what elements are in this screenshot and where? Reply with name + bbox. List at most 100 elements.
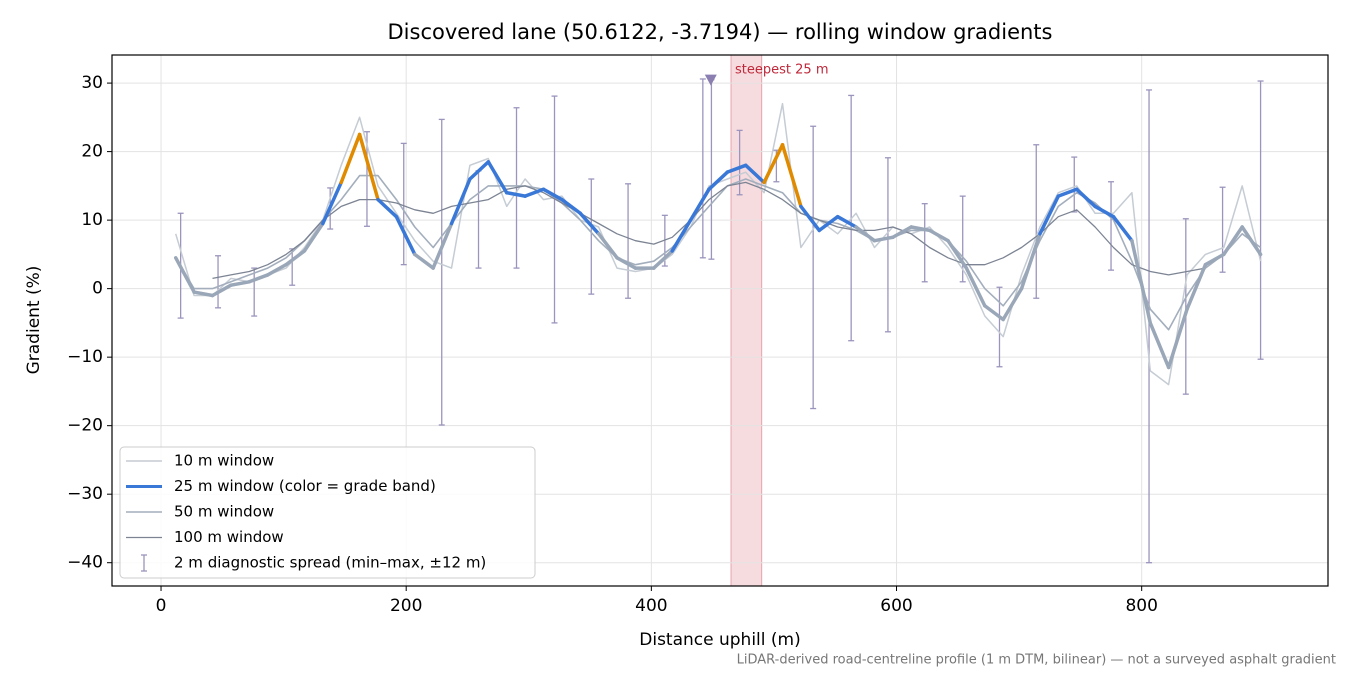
line-segment	[357, 132, 380, 202]
line-segment	[835, 214, 858, 229]
error-bar	[884, 157, 891, 333]
error-bar	[1219, 186, 1226, 273]
line-segment	[1019, 232, 1042, 291]
line-segment	[1148, 321, 1171, 370]
y-tick-label: −20	[67, 416, 103, 436]
line-segment	[449, 177, 472, 226]
line-segment	[578, 211, 601, 236]
line-segment	[541, 187, 564, 202]
line-segment	[1185, 262, 1208, 311]
line-segment	[504, 190, 527, 198]
line-segment	[780, 143, 803, 209]
line-segment	[192, 290, 215, 298]
line-segment	[762, 143, 785, 185]
legend-label: 2 m diagnostic spread (min–max, ±12 m)	[174, 554, 486, 572]
y-tick-label: −40	[67, 553, 103, 573]
error-bar	[588, 178, 595, 295]
line-segment	[394, 214, 417, 257]
line-segment	[1166, 307, 1189, 370]
line-segment	[596, 232, 619, 260]
error-bar	[996, 286, 1003, 368]
highlight-span	[730, 54, 763, 587]
error-bar	[215, 255, 222, 309]
line-segment	[670, 218, 693, 253]
x-tick-label: 0	[156, 596, 167, 616]
line-segment	[523, 187, 546, 198]
line-segment	[799, 204, 822, 233]
line-segment	[946, 238, 969, 270]
x-tick-label: 800	[1125, 596, 1157, 616]
error-bar	[1182, 218, 1189, 395]
line-segment	[1240, 225, 1263, 257]
y-tick-label: 10	[81, 210, 103, 230]
line-segment	[872, 235, 895, 243]
line-segment	[431, 221, 454, 270]
x-axis-label: Distance uphill (m)	[639, 630, 800, 650]
plot-frame	[111, 54, 1329, 587]
error-bar	[400, 142, 407, 266]
line-segment	[284, 249, 307, 267]
line-segment	[560, 197, 583, 216]
line-segment	[707, 170, 730, 192]
line-segment	[964, 266, 987, 308]
steepest-marker	[704, 74, 717, 86]
error-bar	[1146, 89, 1153, 564]
error-bar	[959, 195, 966, 283]
legend-label: 50 m window	[174, 503, 274, 521]
error-bar	[551, 95, 558, 324]
line-segment	[1111, 214, 1134, 243]
line-segment	[854, 225, 877, 243]
footnote: LiDAR-derived road-centreline profile (1…	[737, 653, 1336, 668]
line-segment	[1222, 225, 1244, 257]
legend: 10 m window 25 m window (color = grade ba…	[119, 446, 536, 579]
line-segment	[247, 273, 270, 284]
line-segment	[302, 221, 325, 253]
line-segment	[1074, 187, 1097, 209]
line-segment	[1038, 194, 1061, 236]
y-tick-label: 0	[92, 279, 103, 299]
line-segment	[413, 252, 435, 270]
y-axis-label: Gradient (%)	[24, 266, 44, 375]
line-segment	[468, 160, 491, 181]
line-segment	[1130, 238, 1153, 325]
error-bar	[699, 78, 706, 259]
legend-label: 100 m window	[174, 528, 284, 546]
error-bar	[921, 203, 928, 283]
error-bar	[251, 267, 258, 317]
line-segment	[652, 249, 674, 270]
error-bar	[1108, 181, 1115, 271]
line-segment	[265, 262, 288, 277]
line-segment	[1203, 252, 1226, 267]
line-segment	[725, 163, 748, 174]
error-bar	[438, 118, 445, 426]
line-segment	[376, 197, 399, 219]
error-bar	[810, 125, 817, 410]
error-bar	[625, 183, 632, 299]
line-segment	[909, 225, 932, 233]
legend-label: 25 m window (color = grade band)	[174, 477, 436, 495]
chart-title: Discovered lane (50.6122, -3.7194) — rol…	[388, 20, 1053, 44]
legend-box	[119, 446, 536, 579]
line-segment	[927, 228, 950, 243]
x-tick-label: 600	[880, 596, 912, 616]
line-segment	[210, 283, 233, 298]
line-segment	[339, 132, 362, 185]
y-tick-label: 30	[81, 73, 103, 93]
error-bar	[1033, 144, 1040, 299]
x-tick-label: 400	[635, 596, 667, 616]
line-segment	[688, 187, 711, 222]
y-tick-label: −10	[67, 347, 103, 367]
y-tick-label: 20	[81, 142, 103, 162]
line-segment	[743, 163, 766, 185]
line-segment	[891, 225, 913, 240]
error-bar	[1257, 80, 1264, 360]
x-tick-label: 200	[390, 596, 422, 616]
line-segment	[229, 280, 252, 287]
line-segment	[321, 180, 343, 226]
line-segment	[1093, 204, 1116, 219]
line-segment	[1056, 187, 1079, 198]
annotation: steepest 25 m	[735, 63, 828, 78]
legend-label: 10 m window	[174, 452, 274, 470]
line-segment	[486, 160, 509, 195]
